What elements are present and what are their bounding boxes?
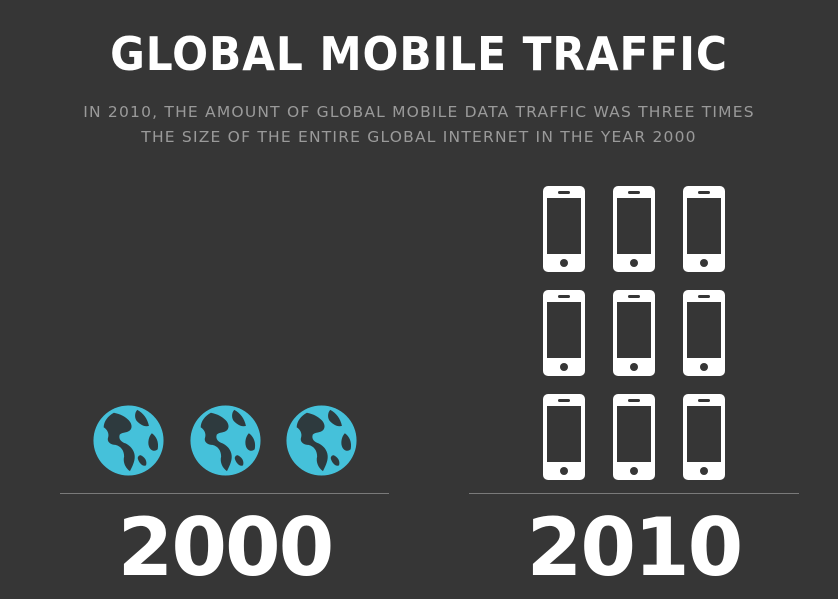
year-label-2000: 2000 bbox=[117, 501, 335, 594]
globe-icon-group bbox=[92, 404, 358, 478]
subtitle-line-1: IN 2010, THE AMOUNT OF GLOBAL MOBILE DAT… bbox=[83, 103, 755, 121]
divider-right bbox=[469, 493, 799, 494]
page-title: GLOBAL MOBILE TRAFFIC bbox=[110, 27, 728, 81]
smartphone-icon bbox=[543, 186, 585, 272]
globe-icon bbox=[286, 405, 357, 476]
smartphone-icon-group bbox=[543, 186, 727, 480]
smartphone-icon bbox=[683, 394, 725, 480]
subtitle-line-2: THE SIZE OF THE ENTIRE GLOBAL INTERNET I… bbox=[141, 128, 697, 146]
year-label-2010: 2010 bbox=[526, 501, 744, 594]
smartphone-icon bbox=[613, 394, 655, 480]
smartphone-icon bbox=[683, 290, 725, 376]
smartphone-icon bbox=[543, 394, 585, 480]
subtitle: IN 2010, THE AMOUNT OF GLOBAL MOBILE DAT… bbox=[0, 100, 838, 150]
smartphone-icon bbox=[543, 290, 585, 376]
smartphone-icon bbox=[613, 186, 655, 272]
globe-icon bbox=[93, 405, 164, 476]
globe-icon bbox=[189, 405, 261, 476]
divider-left bbox=[60, 493, 389, 494]
smartphone-icon bbox=[613, 290, 655, 376]
smartphone-icon bbox=[683, 186, 725, 272]
